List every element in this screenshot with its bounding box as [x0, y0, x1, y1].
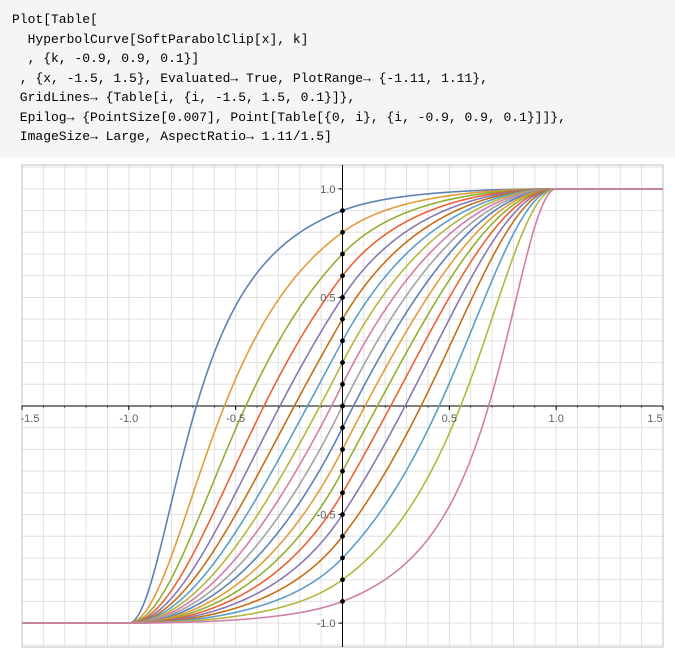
epilog-point — [340, 381, 345, 386]
x-tick-label: -1.0 — [119, 413, 138, 425]
epilog-point — [340, 425, 345, 430]
epilog-point — [340, 447, 345, 452]
code-line-7: ImageSize→ Large, AspectRatio→ 1.11/1.5] — [12, 127, 663, 147]
x-tick-label: 0.5 — [442, 413, 457, 425]
epilog-point — [340, 533, 345, 538]
epilog-point — [340, 251, 345, 256]
y-tick-label: -0.5 — [317, 509, 336, 521]
epilog-point — [340, 512, 345, 517]
epilog-point — [340, 316, 345, 321]
epilog-point — [340, 229, 345, 234]
epilog-point — [340, 490, 345, 495]
x-tick-label: -0.5 — [226, 413, 245, 425]
plot-output: -1.5 -1.0 -0.5 0.5 1.0 1.5 -1.0 -0.5 0.5 1.0 — [0, 157, 675, 655]
code-line-4: , {x, -1.5, 1.5}, Evaluated→ True, PlotR… — [12, 69, 663, 89]
code-line-1: Plot[Table[ — [12, 10, 663, 30]
code-line-6: Epilog→ {PointSize[0.007], Point[Table[{… — [12, 108, 663, 128]
epilog-point — [340, 403, 345, 408]
epilog-point — [340, 577, 345, 582]
x-tick-label: 1.5 — [647, 413, 662, 425]
plot-canvas: -1.5 -1.0 -0.5 0.5 1.0 1.5 -1.0 -0.5 0.5 1.0 — [0, 157, 675, 655]
epilog-point — [340, 295, 345, 300]
code-line-2: HyperbolCurve[SoftParabolClip[x], k] — [12, 30, 663, 50]
x-tick-label: -1.5 — [21, 413, 40, 425]
epilog-point — [340, 273, 345, 278]
epilog-point — [340, 360, 345, 365]
epilog-point — [340, 555, 345, 560]
y-tick-label: -1.0 — [317, 618, 336, 630]
x-tick-label: 1.0 — [549, 413, 564, 425]
y-tick-label: 1.0 — [320, 183, 335, 195]
code-line-3: , {k, -0.9, 0.9, 0.1}] — [12, 49, 663, 69]
input-cell: Plot[Table[ HyperbolCurve[SoftParabolCli… — [0, 0, 675, 157]
y-tick-label: 0.5 — [320, 292, 335, 304]
code-line-5: GridLines→ {Table[i, {i, -1.5, 1.5, 0.1}… — [12, 88, 663, 108]
epilog-point — [340, 208, 345, 213]
epilog-point — [340, 468, 345, 473]
epilog-point — [340, 599, 345, 604]
epilog-point — [340, 338, 345, 343]
